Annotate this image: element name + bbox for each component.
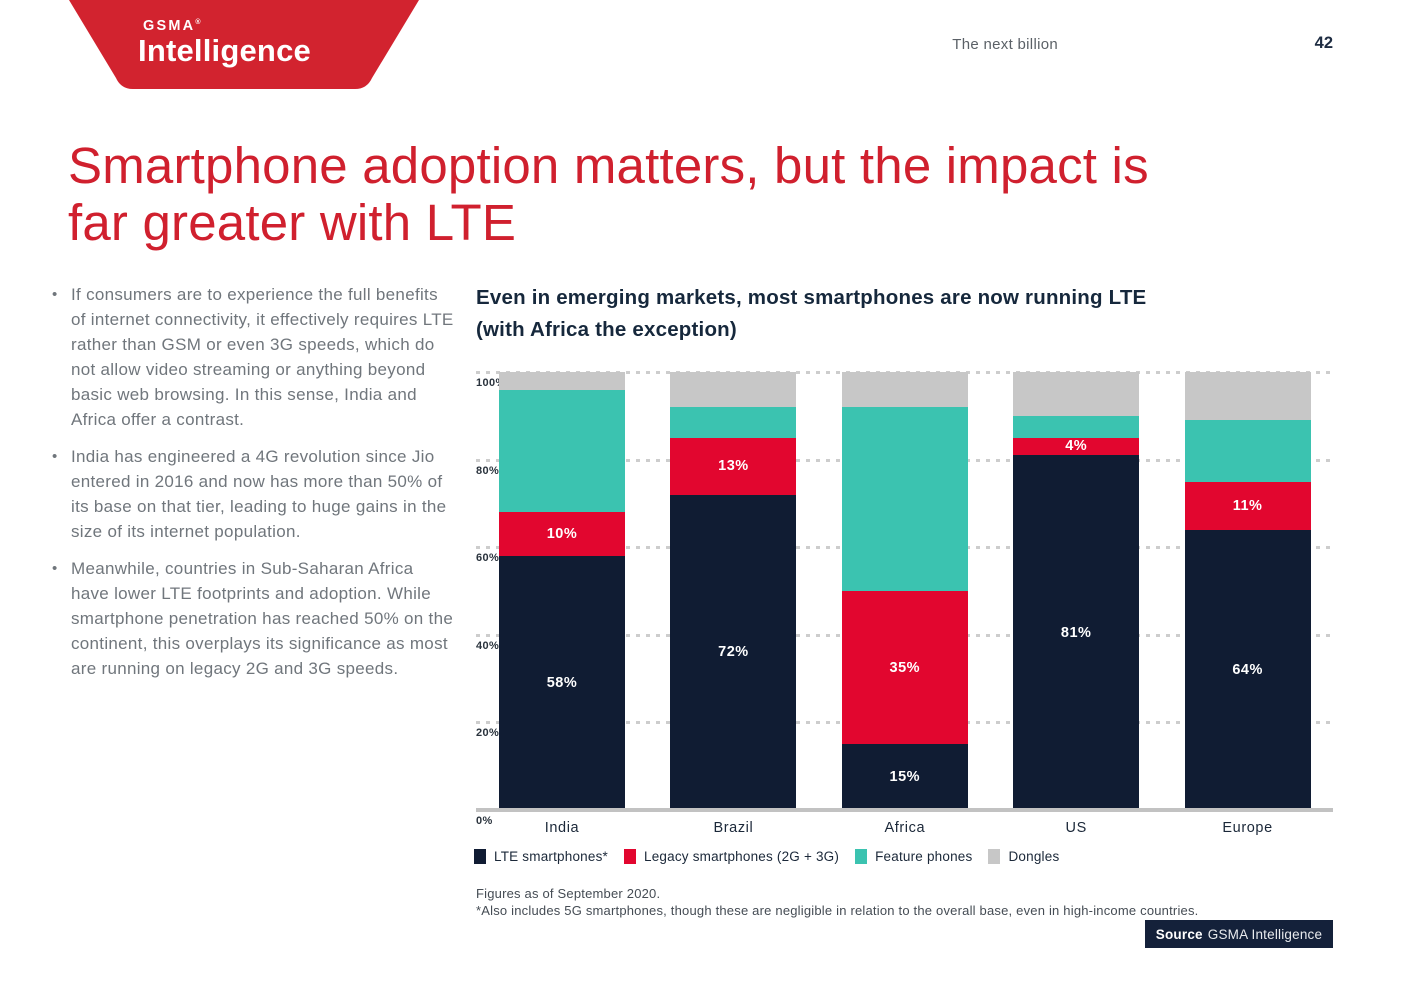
legend-label: Dongles bbox=[1008, 849, 1060, 864]
bar-segment-us-lte: 81% bbox=[1013, 455, 1140, 810]
bar-africa: 15% 35% bbox=[841, 372, 968, 810]
bar-brazil: 72% 13% bbox=[670, 372, 797, 810]
page-title: Smartphone adoption matters, but the imp… bbox=[68, 137, 1348, 251]
data-label: 72% bbox=[718, 644, 749, 661]
legend-item-dongles: Dongles bbox=[988, 849, 1059, 864]
bar-segment-india-dongles bbox=[499, 372, 625, 390]
y-tick-label-40: 40% bbox=[476, 639, 500, 652]
bullet-item-1: If consumers are to experience the full … bbox=[50, 282, 454, 432]
bar-segment-us-legacy: 4% bbox=[1013, 437, 1140, 456]
bullet-item-3: Meanwhile, countries in Sub-Saharan Afri… bbox=[50, 556, 454, 681]
bullet-item-2: India has engineered a 4G revolution sin… bbox=[50, 444, 454, 544]
y-tick-label-20: 20% bbox=[476, 727, 500, 740]
gsma-intelligence-logo: GSMA® Intelligence bbox=[66, 0, 422, 92]
bar-segment-africa-legacy: 35% bbox=[841, 591, 968, 745]
bar-segment-europe-legacy: 11% bbox=[1184, 481, 1311, 530]
data-label: 4% bbox=[1065, 438, 1088, 455]
legend-label: Legacy smartphones (2G + 3G) bbox=[644, 849, 840, 864]
bar-segment-brazil-lte: 72% bbox=[670, 494, 797, 810]
bar-us: 81% 4% bbox=[1013, 372, 1140, 810]
page-title-line-1: Smartphone adoption matters, but the imp… bbox=[68, 137, 1149, 194]
logo-banner-shape bbox=[69, 0, 419, 89]
y-tick-label-0: 0% bbox=[476, 815, 493, 827]
legend-swatch bbox=[988, 849, 1001, 864]
bar-segment-india-lte: 58% bbox=[499, 555, 625, 810]
bar-india: 58% 10% bbox=[499, 372, 625, 810]
chart-heading-line-2: (with Africa the exception) bbox=[476, 318, 737, 341]
bar-segment-india-feature bbox=[499, 389, 625, 513]
source-label: Source bbox=[1155, 926, 1203, 942]
bar-segment-india-legacy: 10% bbox=[499, 512, 625, 556]
bar-segment-europe-feature bbox=[1184, 420, 1311, 482]
page-number: 42 bbox=[1314, 34, 1333, 52]
footnote-1: Figures as of September 2020. bbox=[476, 886, 661, 901]
data-label: 15% bbox=[889, 769, 921, 786]
bar-segment-brazil-dongles bbox=[670, 372, 797, 408]
logo-intelligence-text: Intelligence bbox=[138, 33, 311, 68]
header-section-title: The next billion bbox=[952, 36, 1058, 53]
data-label: 81% bbox=[1060, 624, 1092, 641]
logo-gsma-text: GSMA® bbox=[143, 18, 200, 34]
bar-segment-brazil-feature bbox=[670, 407, 797, 438]
data-label: 13% bbox=[718, 458, 749, 475]
bar-europe: 64% 11% bbox=[1184, 372, 1311, 810]
stacked-bar-chart: 0% 20% 40% 60% 80% 100% 58% 10% India 72% 13% Brazi… bbox=[476, 371, 1333, 868]
chart-heading: Even in emerging markets, most smartphon… bbox=[476, 282, 1336, 346]
footnote-2: *Also includes 5G smartphones, though th… bbox=[476, 903, 1199, 918]
data-label: 58% bbox=[546, 674, 578, 691]
legend-swatch bbox=[474, 849, 486, 864]
legend-item-lte: LTE smartphones* bbox=[474, 849, 608, 864]
category-label-europe: Europe bbox=[1222, 820, 1273, 836]
bar-segment-africa-lte: 15% bbox=[841, 744, 968, 810]
bullet-list: If consumers are to experience the full … bbox=[50, 282, 454, 693]
legend-swatch bbox=[855, 849, 868, 864]
legend-label: Feature phones bbox=[875, 849, 973, 864]
y-tick-label-100: 100% bbox=[476, 377, 506, 389]
source-box: Source GSMA Intelligence bbox=[1145, 920, 1333, 948]
category-label-us: US bbox=[1065, 820, 1087, 836]
y-tick-label-80: 80% bbox=[476, 464, 500, 477]
bar-segment-brazil-legacy: 13% bbox=[670, 437, 797, 495]
data-label: 10% bbox=[546, 526, 578, 543]
chart-heading-line-1: Even in emerging markets, most smartphon… bbox=[476, 286, 1147, 309]
chart-footnotes: Figures as of September 2020. *Also incl… bbox=[476, 885, 1198, 919]
legend-item-legacy: Legacy smartphones (2G + 3G) bbox=[624, 849, 839, 864]
data-label: 11% bbox=[1232, 497, 1263, 514]
bar-segment-africa-dongles bbox=[841, 372, 968, 408]
bar-segment-europe-lte: 64% bbox=[1184, 529, 1311, 810]
legend-label: LTE smartphones* bbox=[494, 849, 609, 864]
category-label-brazil: Brazil bbox=[713, 820, 754, 836]
y-tick-label-60: 60% bbox=[476, 552, 500, 565]
logo-trademark: ® bbox=[195, 19, 201, 26]
data-label: 35% bbox=[889, 659, 921, 676]
bar-segment-europe-dongles bbox=[1184, 372, 1311, 421]
page-title-line-2: far greater with LTE bbox=[68, 194, 517, 251]
category-label-india: India bbox=[544, 820, 580, 836]
chart-legend: LTE smartphones* Legacy smartphones (2G +… bbox=[474, 849, 1059, 864]
legend-swatch bbox=[624, 849, 637, 864]
bar-segment-us-dongles bbox=[1013, 372, 1140, 416]
category-label-africa: Africa bbox=[884, 820, 926, 836]
x-axis-line bbox=[476, 808, 1333, 812]
bar-segment-us-feature bbox=[1013, 415, 1140, 438]
source-value: GSMA Intelligence bbox=[1207, 926, 1323, 942]
legend-item-feature: Feature phones bbox=[855, 849, 972, 864]
bar-segment-africa-feature bbox=[841, 407, 968, 591]
data-label: 64% bbox=[1232, 661, 1263, 678]
logo-gsma-word: GSMA bbox=[143, 18, 196, 34]
